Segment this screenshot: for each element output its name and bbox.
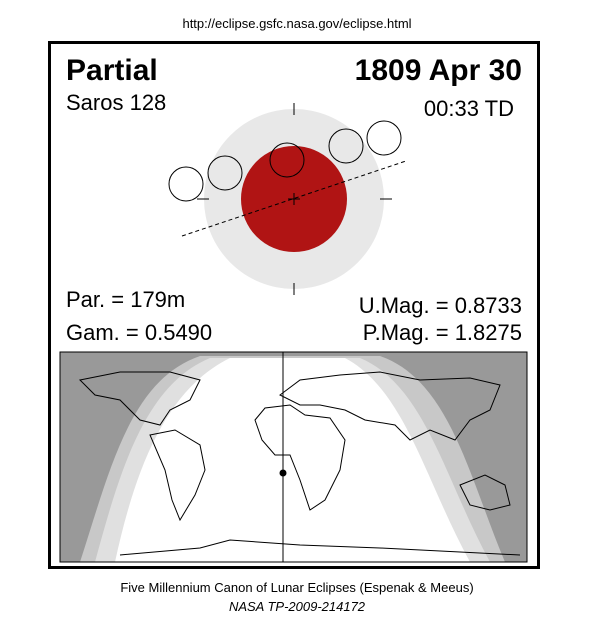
partial-duration: Par. = 179m: [66, 287, 185, 312]
moon: [207, 155, 243, 191]
sub-lunar-point: [279, 469, 287, 477]
date: 1809 Apr 30: [355, 54, 522, 87]
coastlines: [78, 371, 521, 556]
moon: [366, 120, 402, 156]
moon: [168, 166, 204, 202]
time: 00:33 TD: [424, 96, 514, 121]
url: http://eclipse.gsfc.nasa.gov/eclipse.htm…: [182, 16, 411, 31]
africa: [254, 404, 346, 511]
moon: [328, 128, 364, 164]
penumbral-magnitude: P.Mag. = 1.8275: [363, 320, 522, 345]
moon-positions: [168, 120, 402, 202]
umbral-magnitude: U.Mag. = 0.8733: [359, 293, 522, 318]
antarctica: [119, 539, 521, 556]
australia: [459, 474, 511, 511]
visibility-map: [59, 351, 528, 563]
moon-path: [181, 160, 407, 237]
south-america: [149, 429, 206, 522]
moon: [269, 142, 305, 178]
footer-credit: Five Millennium Canon of Lunar Eclipses …: [120, 580, 473, 595]
axis-ticks: [197, 103, 392, 295]
footer-reference: NASA TP-2009-214172: [229, 599, 366, 614]
map-border: [59, 351, 528, 563]
north-america: [78, 371, 201, 426]
eurasia: [279, 371, 501, 441]
saros: Saros 128: [66, 90, 166, 115]
eclipse-type: Partial: [66, 54, 158, 87]
gamma: Gam. = 0.5490: [66, 320, 212, 345]
